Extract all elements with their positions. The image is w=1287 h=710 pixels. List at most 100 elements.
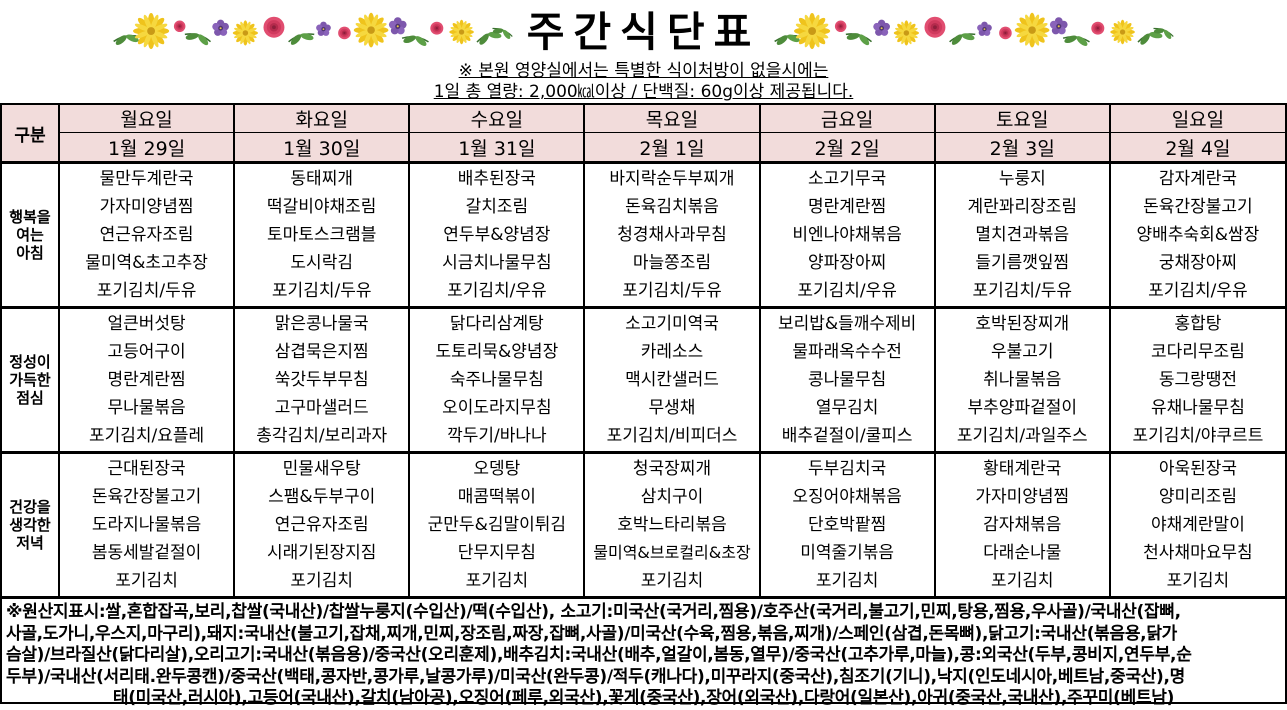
menu-item: 포기김치/우유	[447, 281, 547, 301]
menu-item: 오징어야채볶음	[792, 487, 902, 507]
menu-item: 포기김치/우유	[797, 281, 897, 301]
menu-cell: 아욱된장국 양미리조림 야채계란말이 천사채마요무침 포기김치	[1108, 452, 1285, 596]
meal-label-line: 건강을	[9, 498, 51, 516]
menu-item: 고등어구이	[107, 342, 186, 362]
meal-label-line: 생각한	[9, 516, 51, 534]
menu-item: 고구마샐러드	[274, 398, 369, 418]
menu-item: 돈육김치볶음	[625, 197, 719, 217]
menu-cell: 맑은콩나물국 삼겹묵은지찜 쑥갓두부무침 고구마샐러드 총각김치/보리과자	[233, 307, 410, 453]
menu-item: 맑은콩나물국	[274, 314, 369, 334]
menu-item: 호박느타리볶음	[617, 515, 727, 535]
menu-item: 천사채마요무침	[1143, 543, 1253, 563]
menu-item: 근대된장국	[107, 459, 186, 479]
menu-cell: 얼큰버섯탕 고등어구이 명란계란찜 무나물볶음 포기김치/요플레	[57, 307, 235, 453]
meal-label-line: 가득한	[9, 371, 51, 389]
menu-item: 물파래옥수수전	[792, 342, 902, 362]
day-header: 화요일	[233, 105, 410, 133]
menu-item: 쑥갓두부무침	[274, 370, 369, 390]
meal-label-line: 저녁	[16, 534, 44, 552]
date-header: 1월 31일	[408, 132, 585, 163]
menu-item: 삼겹묵은지찜	[274, 342, 369, 362]
meal-label: 행복을 여는 아침	[2, 162, 59, 308]
menu-item: 포기김치/야쿠르트	[1132, 426, 1264, 446]
menu-item: 닭다리삼계탕	[449, 314, 544, 334]
menu-item: 취나물볶음	[983, 370, 1062, 390]
menu-item: 포기김치	[640, 571, 704, 591]
menu-item: 가자미양념찜	[975, 487, 1070, 507]
menu-item: 감자채볶음	[983, 515, 1062, 535]
meal-label-line: 행복을	[9, 208, 51, 226]
menu-item: 포기김치	[1166, 571, 1230, 591]
menu-item: 유채나물무침	[1151, 398, 1245, 418]
menu-item: 미역줄기볶음	[800, 543, 895, 563]
menu-cell: 오뎅탕 매콤떡볶이 군만두&김말이튀김 단무지무침 포기김치	[408, 452, 585, 596]
menu-item: 돈육간장불고기	[1143, 197, 1253, 217]
menu-item: 황태계란국	[983, 459, 1062, 479]
menu-item: 떡갈비야채조림	[266, 197, 377, 217]
menu-item: 열무김치	[815, 398, 879, 418]
menu-item: 양배추숙회&쌈장	[1136, 225, 1260, 245]
menu-item: 포기김치/비피더스	[606, 426, 738, 446]
menu-item: 명란계란찜	[808, 197, 887, 217]
menu-item: 마늘쫑조림	[632, 253, 712, 273]
menu-item: 호박된장찌개	[975, 314, 1070, 334]
menu-cell: 두부김치국 오징어야채볶음 단호박팥찜 미역줄기볶음 포기김치	[758, 452, 935, 596]
page-header: 주간식단표	[0, 0, 1287, 61]
menu-item: 양파장아찌	[808, 253, 887, 273]
meal-label-line: 여는	[16, 226, 44, 244]
menu-cell: 소고기미역국 카레소스 맥시칸샐러드 무생채 포기김치/비피더스	[583, 307, 760, 453]
date-header: 2월 2일	[758, 132, 935, 163]
menu-item: 야채계란말이	[1151, 515, 1245, 535]
menu-sheet: 구분 월요일 화요일 수요일 목요일 금요일 토요일 일요일 1월 29일 1월 30일 1월 …	[0, 103, 1287, 708]
menu-cell: 민물새우탕 스팸&두부구이 연근유자조림 시래기된장지짐 포기김치	[233, 452, 410, 596]
menu-item: 보리밥&들깨수제비	[777, 314, 917, 334]
menu-item: 궁채장아찌	[1158, 253, 1238, 273]
menu-item: 포기김치/두유	[96, 281, 197, 301]
menu-item: 배추겉절이/쿨피스	[781, 426, 913, 446]
flower-garland-right-icon	[774, 4, 1174, 60]
menu-table: 구분 월요일 화요일 수요일 목요일 금요일 토요일 일요일 1월 29일 1월 30일 1월 …	[2, 105, 1285, 596]
menu-item: 청경채사과무침	[617, 225, 727, 245]
menu-cell: 황태계란국 가자미양념찜 감자채볶음 다래순나물 포기김치	[933, 452, 1110, 596]
menu-cell: 동태찌개 떡갈비야채조림 토마토스크램블 도시락김 포기김치/두유	[233, 162, 410, 308]
menu-item: 스팸&두부구이	[268, 487, 376, 507]
menu-item: 물미역&초고추장	[85, 253, 208, 273]
menu-item: 물만두계란국	[99, 169, 194, 189]
menu-item: 멸치견과볶음	[975, 225, 1070, 245]
menu-cell: 누룽지 계란꽈리장조림 멸치견과볶음 들기름깻잎찜 포기김치/두유	[933, 162, 1110, 308]
menu-item: 포기김치/두유	[622, 281, 722, 301]
menu-item: 물미역&브로컬리&초장	[593, 543, 751, 562]
menu-item: 민물새우탕	[282, 459, 361, 479]
menu-item: 들기름깻잎찜	[975, 253, 1070, 273]
meal-row: 행복을 여는 아침 물만두계란국 가자미양념찜 연근유자조림 물미역&초고추장 포기김치/두유…	[2, 162, 1285, 308]
menu-cell: 감자계란국 돈육간장불고기 양배추숙회&쌈장 궁채장아찌 포기김치/우유	[1108, 162, 1285, 308]
menu-item: 동태찌개	[290, 169, 353, 189]
menu-item: 포기김치	[990, 571, 1054, 591]
menu-item: 도시락김	[290, 253, 353, 273]
menu-item: 부추양파겉절이	[967, 398, 1078, 418]
meal-label-line: 아침	[16, 244, 44, 262]
day-header: 토요일	[933, 105, 1110, 133]
meal-label-line: 점심	[16, 389, 44, 407]
day-header: 월요일	[57, 105, 235, 133]
menu-item: 포기김치/과일주스	[956, 426, 1088, 446]
menu-item: 포기김치/두유	[972, 281, 1073, 301]
meal-row: 정성이 가득한 점심 얼큰버섯탕 고등어구이 명란계란찜 무나물볶음 포기김치/요플레 맑은콩나…	[2, 307, 1285, 453]
menu-item: 깍두기/바나나	[447, 426, 547, 446]
day-header: 수요일	[408, 105, 585, 133]
origin-footnote-line: 사골,도가니,우스지,마구리),돼지:국내산(불고기,잡채,찌개,민찌,장조림,…	[6, 623, 1178, 644]
menu-item: 포기김치	[815, 571, 879, 591]
menu-item: 두부김치국	[808, 459, 887, 479]
day-header: 금요일	[758, 105, 935, 133]
menu-cell: 물만두계란국 가자미양념찜 연근유자조림 물미역&초고추장 포기김치/두유	[57, 162, 235, 308]
menu-item: 군만두&김말이튀김	[427, 515, 567, 535]
menu-item: 맥시칸샐러드	[625, 370, 719, 390]
menu-item: 오이도라지무침	[442, 398, 552, 418]
menu-item: 숙주나물무침	[449, 370, 544, 390]
meal-row: 건강을 생각한 저녁 근대된장국 돈육간장불고기 도라지나물볶음 봄동세발겉절이 포기김치 민물…	[2, 452, 1285, 596]
menu-item: 소고기무국	[808, 169, 887, 189]
menu-cell: 호박된장찌개 우불고기 취나물볶음 부추양파겉절이 포기김치/과일주스	[933, 307, 1110, 453]
menu-item: 홍합탕	[1174, 314, 1222, 334]
day-header: 일요일	[1108, 105, 1285, 133]
